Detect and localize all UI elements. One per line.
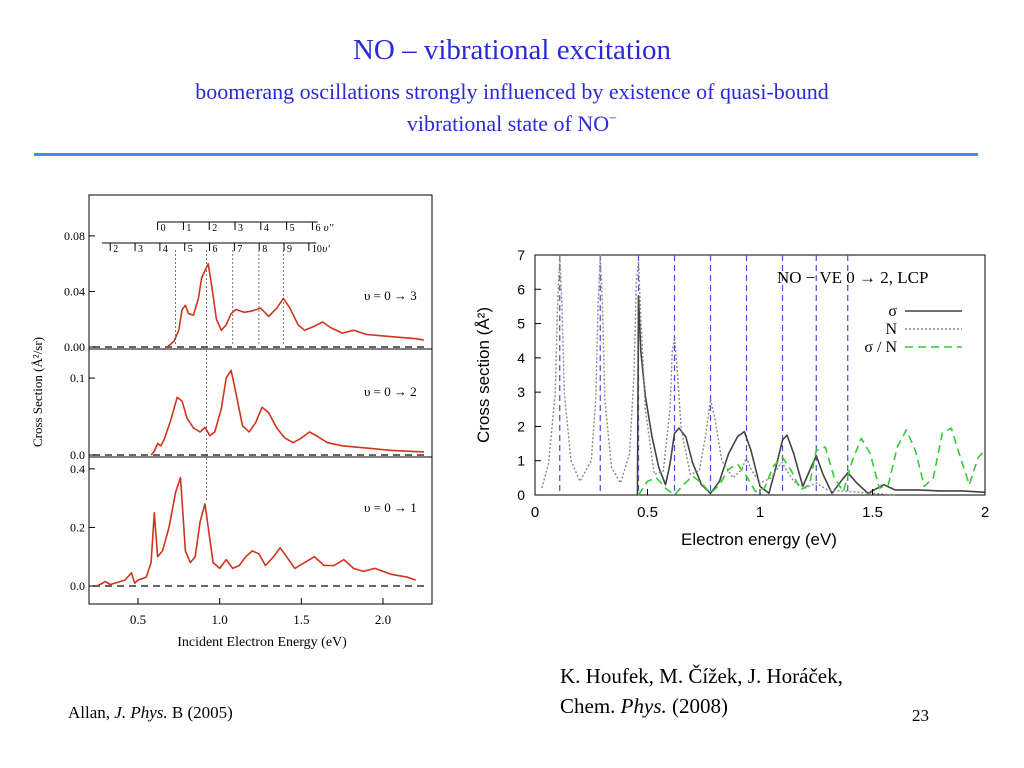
ytick-label-right-4: 4 xyxy=(517,350,525,366)
right-chart-title: NO − VE 0 → 2, LCP xyxy=(777,268,928,287)
citation-right-post: (2008) xyxy=(666,694,728,718)
trace-panel-2 xyxy=(150,369,424,456)
left-x-axis-label: Incident Electron Energy (eV) xyxy=(177,635,347,650)
ytick-label-p1-0: 0.00 xyxy=(64,340,85,354)
xtick-label-left-3: 2.0 xyxy=(375,612,391,627)
xtick-label-right-3: 1.5 xyxy=(862,504,883,521)
right-figure: 0 0.5 1 1.5 2 0 1 2 3 4 5 6 7 NO − VE 0 → 2, LCP σNσ… xyxy=(474,247,989,549)
slide-subtitle-line1: boomerang oscillations strongly influenc… xyxy=(195,79,829,104)
left-panel3-label: υ = 0 → 1 xyxy=(364,500,417,515)
citation-right-line1: K. Houfek, M. Čížek, J. Horáček, xyxy=(560,664,843,688)
subtitle-superscript: − xyxy=(609,111,618,127)
series-dotted xyxy=(541,254,896,496)
ladder-top-name: υ'' xyxy=(324,222,334,234)
ladder-bottom-label-7: 9 xyxy=(287,244,292,255)
xtick-label-right-2: 1 xyxy=(756,504,764,521)
left-frame-panel2 xyxy=(88,348,433,458)
ladder-top-label-6: 6 xyxy=(315,223,320,234)
citation-right-pre: Chem. xyxy=(560,694,621,718)
right-series xyxy=(541,254,986,496)
citation-left-journal: J. Phys. xyxy=(114,703,168,722)
left-y-axis-label: Cross Section (Å²/sr) xyxy=(30,337,45,447)
xtick-label-left-0: 0.5 xyxy=(130,612,146,627)
citation-right-line2: Chem. Phys. (2008) xyxy=(560,694,728,719)
right-legend: σNσ / N xyxy=(864,303,962,356)
ladder-bottom-label-8: 10 xyxy=(312,244,322,255)
ladder-bottom-name: υ' xyxy=(322,243,330,255)
vibrational-level-ladders: 0 1 2 3 4 5 6 υ'' 2 3 4 5 6 7 8 9 10 υ' xyxy=(102,221,334,255)
xtick-label-right-4: 2 xyxy=(981,504,989,521)
ladder-bottom-label-2: 4 xyxy=(163,244,168,255)
ytick-label-right-3: 3 xyxy=(517,384,525,400)
slide-title: NO – vibrational excitation xyxy=(352,34,672,66)
left-figure: 0 1 2 3 4 5 6 υ''2 3 4 5 6 7 8 9 10 υ' 0.000.040.080.00.… xyxy=(30,194,433,650)
left-panel2-label: υ = 0 → 2 xyxy=(364,384,417,399)
ladder-bottom-label-4: 6 xyxy=(213,244,218,255)
citation-left-author: Allan, xyxy=(68,703,115,722)
ladder-bottom-label-3: 5 xyxy=(188,244,193,255)
ytick-label-right-5: 5 xyxy=(517,316,525,332)
xtick-label-left-2: 1.5 xyxy=(293,612,309,627)
left-frame-panel3 xyxy=(88,456,433,605)
left-panel1-label: υ = 0 → 3 xyxy=(364,288,417,303)
citation-left-rest: B (2005) xyxy=(167,703,233,722)
left-baselines xyxy=(93,346,428,587)
legend-label-1: N xyxy=(885,321,897,338)
ytick-label-p1-1: 0.04 xyxy=(64,284,85,298)
slide-subtitle-line2: vibrational state of NO− xyxy=(0,111,1024,137)
ytick-label-right-7: 7 xyxy=(517,247,525,263)
ladder-top-label-0: 0 xyxy=(161,223,166,234)
ladder-bottom-label-1: 3 xyxy=(138,244,143,255)
left-frame-panel1 xyxy=(88,194,433,350)
left-guide-lines xyxy=(175,250,284,500)
citation-right-journal: Phys. xyxy=(620,694,667,718)
ladder-top-label-3: 3 xyxy=(238,223,243,234)
ladder-top-label-2: 2 xyxy=(212,223,217,234)
title-divider xyxy=(34,153,978,156)
page-number: 23 xyxy=(912,706,929,725)
left-traces xyxy=(96,262,424,587)
ytick-label-right-1: 1 xyxy=(517,453,525,469)
legend-label-0: σ xyxy=(888,303,897,320)
ytick-label-right-0: 0 xyxy=(517,487,525,503)
xtick-label-left-1: 1.0 xyxy=(212,612,228,627)
ladder-top-label-1: 1 xyxy=(186,223,191,234)
right-resonance-lines xyxy=(559,255,849,495)
ladder-bottom-label-6: 8 xyxy=(262,244,267,255)
trace-panel-3 xyxy=(96,476,416,587)
right-y-axis-label: Cross section (Å²) xyxy=(474,307,493,443)
ytick-label-p1-2: 0.08 xyxy=(64,229,85,243)
ytick-label-p3-2: 0.4 xyxy=(70,462,85,476)
trace-panel-1 xyxy=(166,262,424,348)
ytick-label-p2-0: 0.0 xyxy=(70,448,85,462)
xtick-label-right-0: 0 xyxy=(531,504,539,521)
ytick-label-right-6: 6 xyxy=(517,281,525,297)
ladder-top-label-4: 4 xyxy=(264,223,269,234)
ytick-label-p3-1: 0.2 xyxy=(70,520,85,534)
ytick-label-p3-0: 0.0 xyxy=(70,579,85,593)
series-dashed xyxy=(637,427,986,496)
left-axis-ticks: 0.00 0.04 0.08 0.0 0.1 0.0 0.2 0.4 0.5 1.0 1.5 2.0 xyxy=(64,229,391,627)
citation-left: Allan, J. Phys. B (2005) xyxy=(68,703,233,723)
series-solid xyxy=(636,295,986,496)
ytick-label-p2-1: 0.1 xyxy=(70,371,85,385)
subtitle-line2-text: vibrational state of NO xyxy=(406,111,610,136)
ladder-bottom-label-0: 2 xyxy=(113,244,118,255)
legend-label-2: σ / N xyxy=(864,339,897,356)
ladder-top-label-5: 5 xyxy=(290,223,295,234)
ladder-bottom-label-5: 7 xyxy=(237,244,242,255)
right-x-axis-label: Electron energy (eV) xyxy=(681,530,837,549)
right-axis-ticks: 0 0.5 1 1.5 2 0 1 2 3 4 5 6 7 xyxy=(517,247,989,521)
ytick-label-right-2: 2 xyxy=(517,418,525,434)
xtick-label-right-1: 0.5 xyxy=(637,504,658,521)
